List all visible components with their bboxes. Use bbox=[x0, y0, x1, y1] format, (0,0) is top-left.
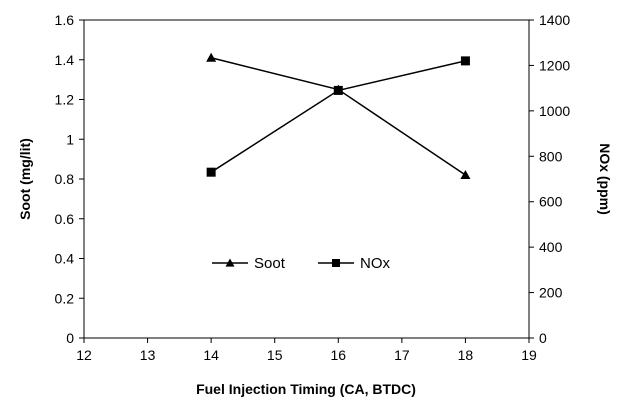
y-left-tick-label: 0.4 bbox=[55, 251, 75, 267]
x-tick-label: 14 bbox=[203, 347, 219, 363]
y-right-tick-label: 200 bbox=[539, 285, 563, 301]
x-tick-label: 13 bbox=[140, 347, 156, 363]
y-right-tick-label: 400 bbox=[539, 239, 563, 255]
y-right-tick-label: 0 bbox=[539, 330, 547, 346]
y-right-tick-label: 1000 bbox=[539, 103, 570, 119]
x-tick-label: 19 bbox=[521, 347, 537, 363]
x-axis-ticks: 12 13 14 15 16 17 18 19 bbox=[76, 338, 537, 363]
soot-point bbox=[460, 170, 471, 180]
x-axis-title: Fuel Injection Timing (CA, BTDC) bbox=[196, 381, 416, 397]
y-left-axis-title: Soot (mg/lit) bbox=[17, 138, 33, 220]
y-right-tick-label: 1400 bbox=[539, 12, 570, 28]
y-left-tick-label: 0.6 bbox=[55, 211, 75, 227]
series-layer bbox=[206, 52, 471, 180]
y-left-tick-label: 1.6 bbox=[55, 12, 75, 28]
y-left-tick-label: 1.4 bbox=[55, 52, 75, 68]
y-left-tick-label: 0 bbox=[66, 330, 74, 346]
soot-series-line bbox=[210, 57, 466, 176]
y-left-tick-label: 1 bbox=[66, 131, 74, 147]
x-tick-label: 18 bbox=[458, 347, 474, 363]
y-right-tick-label: 1200 bbox=[539, 57, 570, 73]
legend-nox-label: NOx bbox=[360, 255, 391, 272]
legend-soot-marker bbox=[225, 258, 235, 267]
y-left-tick-label: 0.2 bbox=[55, 290, 75, 306]
y-left-tick-label: 0.8 bbox=[55, 171, 75, 187]
legend-nox-marker bbox=[332, 259, 340, 267]
nox-series-line bbox=[210, 60, 466, 173]
y-left-axis-ticks: 0 0.2 0.4 0.6 0.8 1 1.2 1.4 1.6 bbox=[55, 12, 84, 346]
y-left-tick-label: 1.2 bbox=[55, 92, 75, 108]
y-right-tick-label: 600 bbox=[539, 194, 563, 210]
x-tick-label: 15 bbox=[267, 347, 283, 363]
y-right-axis-title: NOx (ppm) bbox=[597, 143, 613, 215]
x-tick-label: 12 bbox=[76, 347, 92, 363]
y-right-axis-ticks: 0 200 400 600 800 1000 1200 1400 bbox=[529, 12, 570, 346]
legend: Soot NOx bbox=[212, 255, 391, 272]
nox-point bbox=[206, 167, 216, 177]
soot-point bbox=[206, 52, 217, 62]
y-right-tick-label: 800 bbox=[539, 148, 563, 164]
x-tick-label: 16 bbox=[330, 347, 346, 363]
x-tick-label: 17 bbox=[394, 347, 410, 363]
nox-point bbox=[333, 85, 343, 95]
nox-point bbox=[460, 56, 470, 66]
legend-soot-label: Soot bbox=[254, 255, 286, 272]
